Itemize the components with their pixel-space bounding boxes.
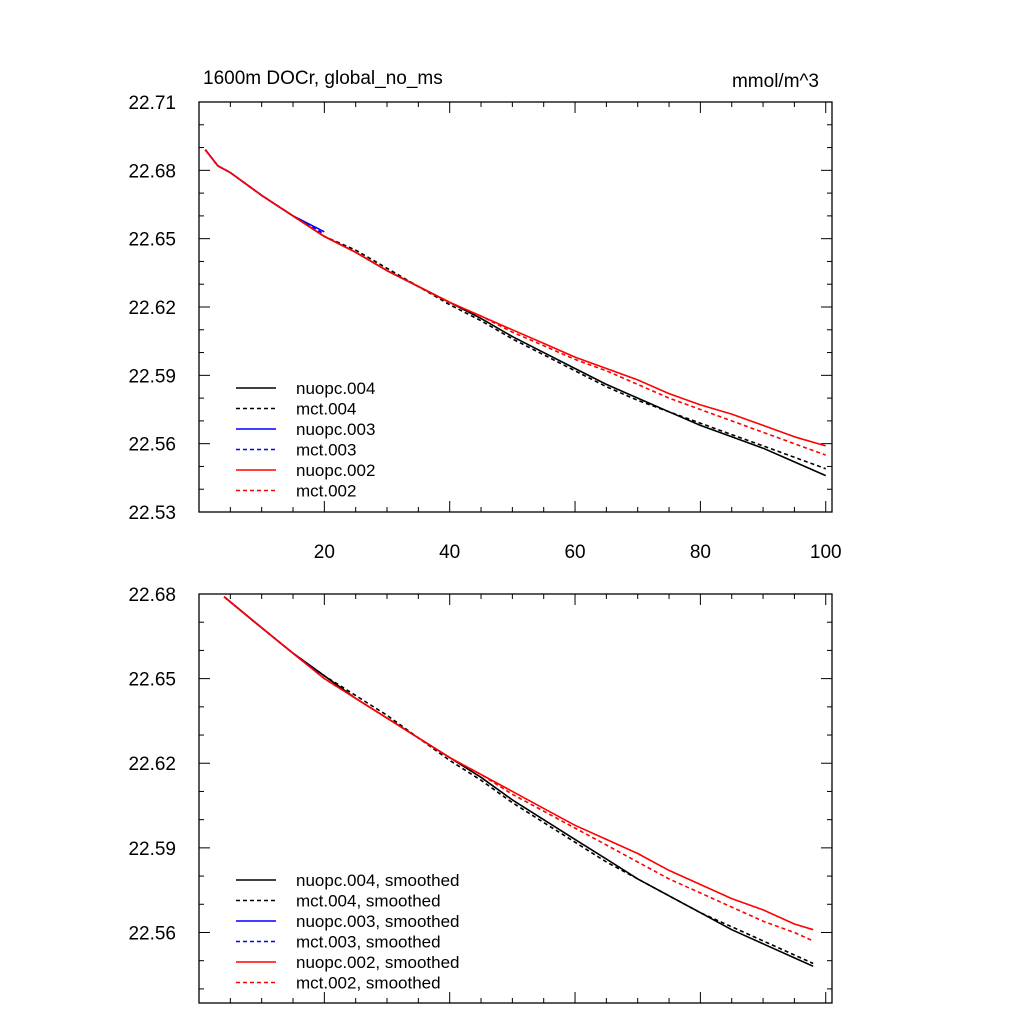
x-tick-label: 100 bbox=[810, 542, 842, 563]
series-line-mct-004-smoothed bbox=[223, 596, 814, 965]
series-line-nuopc-004-smoothed bbox=[223, 596, 814, 968]
legend-label: nuopc.004, smoothed bbox=[296, 871, 460, 890]
y-tick-label: 22.62 bbox=[128, 754, 176, 775]
top-panel: 1600m DOCr, global_no_ms mmol/m^3 20 40 60… bbox=[128, 68, 841, 563]
legend-label: nuopc.002, smoothed bbox=[296, 953, 460, 972]
y-tick-label: 22.56 bbox=[128, 435, 176, 456]
series-line-mct-002 bbox=[204, 149, 826, 456]
x-tick-label: 40 bbox=[439, 542, 460, 563]
y-tick-label: 22.59 bbox=[128, 366, 176, 387]
series-line-mct-002-smoothed bbox=[223, 596, 814, 942]
units-label: mmol/m^3 bbox=[732, 71, 819, 92]
legend-label: mct.002, smoothed bbox=[296, 974, 441, 993]
y-tick-label: 22.68 bbox=[128, 585, 176, 606]
y-tick-label: 22.62 bbox=[128, 298, 176, 319]
x-tick-label: 80 bbox=[690, 542, 711, 563]
series-line-nuopc-003 bbox=[204, 149, 325, 233]
series-line-mct-003 bbox=[204, 149, 325, 235]
plot-frame bbox=[198, 593, 833, 1004]
y-tick-label: 22.65 bbox=[128, 230, 176, 251]
legend-label: mct.004, smoothed bbox=[296, 892, 441, 911]
legend-label: nuopc.004 bbox=[296, 379, 375, 398]
plot-frame bbox=[198, 101, 833, 513]
y-tick-label: 22.56 bbox=[128, 923, 176, 944]
y-tick-label: 22.53 bbox=[128, 503, 176, 524]
legend-label: mct.002 bbox=[296, 482, 356, 501]
y-tick-label: 22.59 bbox=[128, 839, 176, 860]
legend-label: nuopc.002 bbox=[296, 461, 375, 480]
y-tick-label: 22.68 bbox=[128, 161, 176, 182]
y-tick-label: 22.71 bbox=[128, 93, 176, 114]
legend-label: mct.004 bbox=[296, 400, 356, 419]
legend-label: nuopc.003, smoothed bbox=[296, 912, 460, 931]
x-tick-label: 20 bbox=[314, 542, 335, 563]
bottom-panel: 22.56 22.59 22.62 22.65 22.68 nuopc.004, smoo… bbox=[128, 585, 833, 1004]
chart-title: 1600m DOCr, global_no_ms bbox=[203, 68, 443, 89]
legend-label: mct.003 bbox=[296, 441, 356, 460]
legend-label: nuopc.003 bbox=[296, 420, 375, 439]
y-tick-label: 22.65 bbox=[128, 670, 176, 691]
legend-label: mct.003, smoothed bbox=[296, 933, 441, 952]
x-tick-label: 60 bbox=[564, 542, 585, 563]
